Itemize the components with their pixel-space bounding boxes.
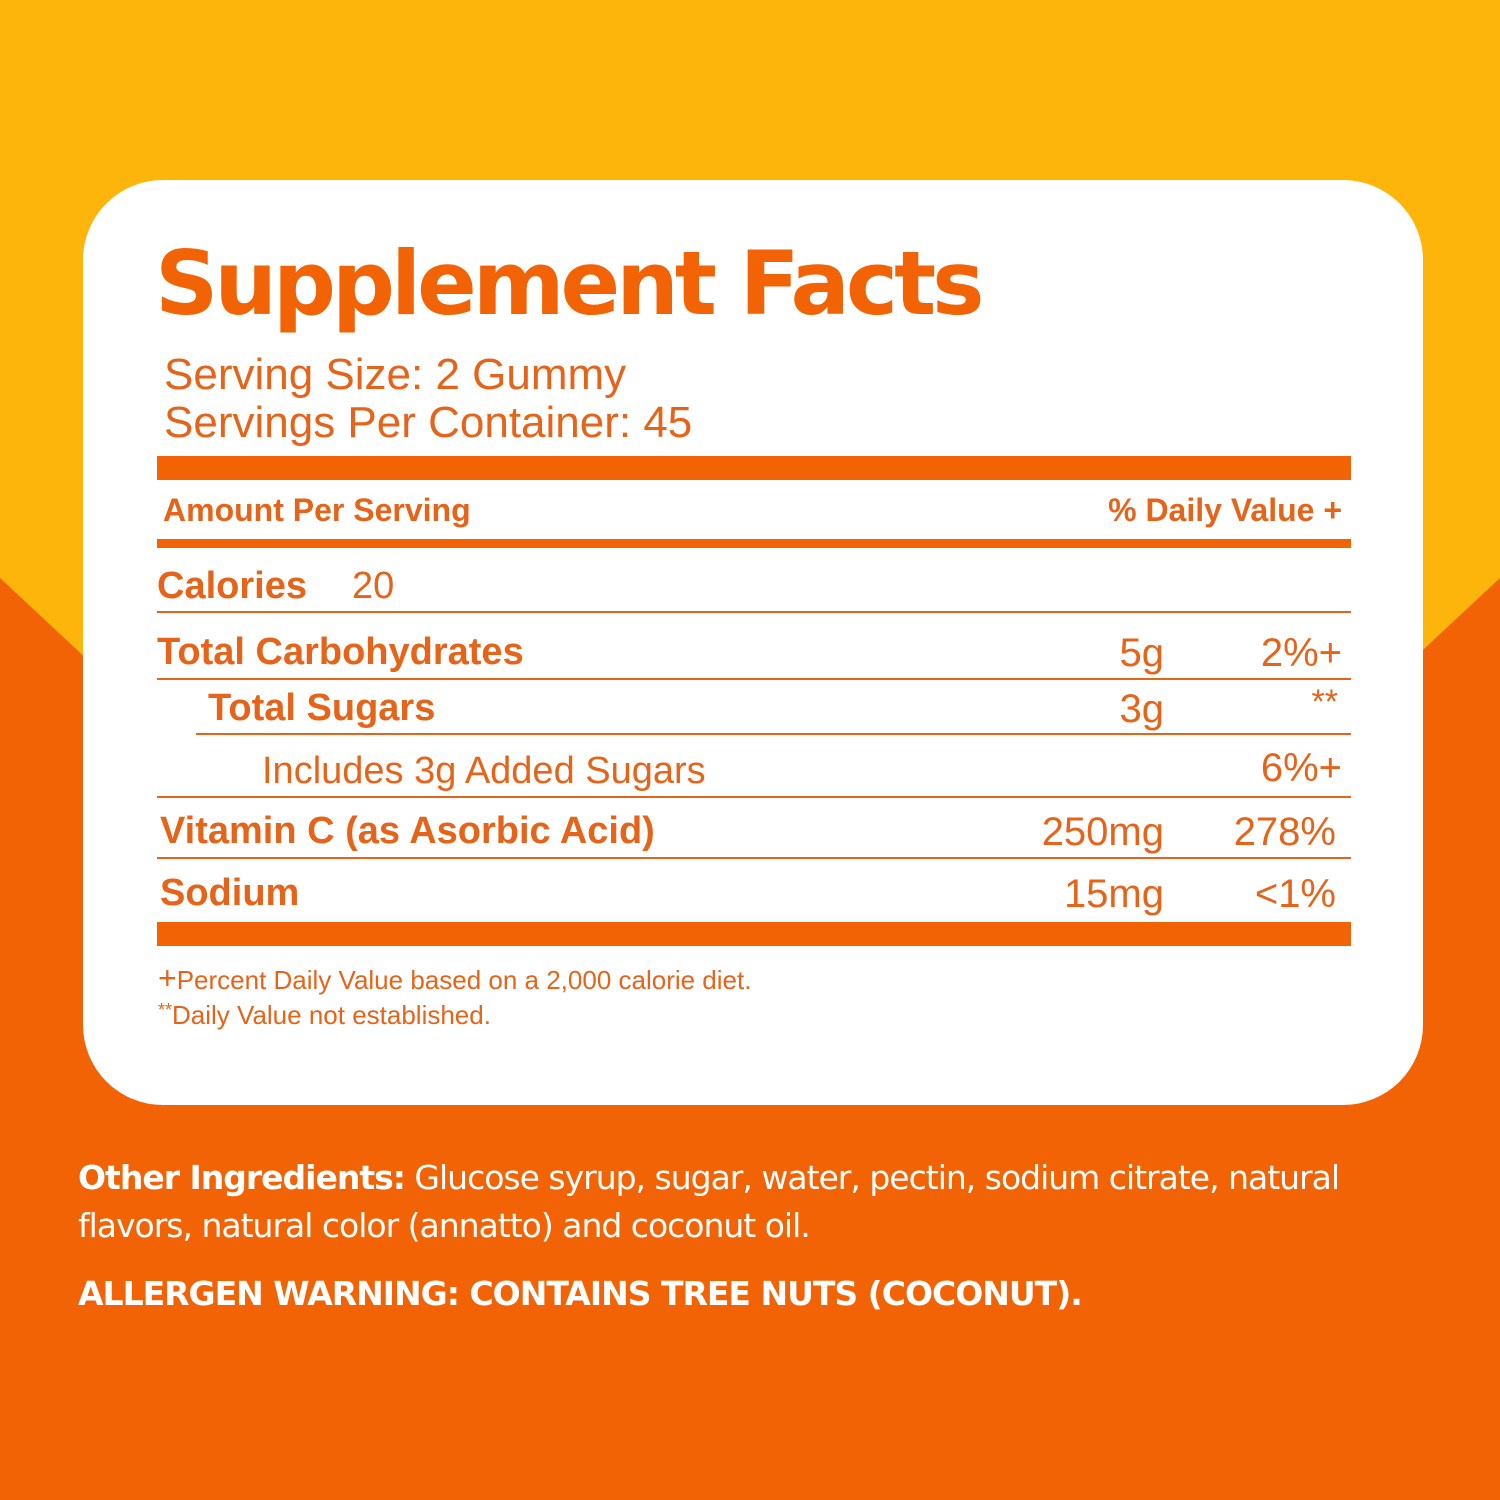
- nutrient-name: Total Sugars: [208, 687, 436, 729]
- footnote-daily-value: +Percent Daily Value based on a 2,000 ca…: [158, 960, 751, 997]
- calories-value: 20: [352, 565, 395, 607]
- divider: [157, 678, 1351, 680]
- nutrient-dv: 278%: [1233, 810, 1336, 854]
- divider: [157, 796, 1351, 798]
- nutrient-amount: 5g: [1119, 631, 1165, 675]
- nutrient-name: Total Carbohydrates: [157, 631, 524, 673]
- other-ingredients: Other Ingredients: Glucose syrup, sugar,…: [78, 1158, 1340, 1197]
- nutrient-dv: <1%: [1254, 872, 1336, 916]
- allergen-warning: ALLERGEN WARNING: CONTAINS TREE NUTS (CO…: [78, 1274, 1083, 1313]
- footnote-not-established: **Daily Value not established.: [158, 1000, 491, 1031]
- nutrient-name: Includes 3g Added Sugars: [262, 750, 706, 792]
- plus-mark: +: [158, 960, 177, 996]
- footnote-text: Daily Value not established.: [172, 1000, 491, 1030]
- label-title: Supplement Facts: [155, 232, 985, 335]
- footnote-text: Percent Daily Value based on a 2,000 cal…: [176, 965, 752, 995]
- header-amount: Amount Per Serving: [163, 492, 471, 528]
- ingredients-text: Glucose syrup, sugar, water, pectin, sod…: [404, 1158, 1340, 1197]
- divider-thick: [157, 456, 1351, 480]
- asterisk-mark: **: [158, 1000, 173, 1020]
- nutrient-dv: 6%+: [1260, 746, 1342, 790]
- divider: [157, 611, 1351, 613]
- serving-size: Serving Size: 2 Gummy: [164, 350, 627, 399]
- divider-medium: [157, 539, 1351, 548]
- nutrient-name: Vitamin C (as Asorbic Acid): [160, 810, 655, 852]
- divider: [157, 857, 1351, 859]
- supplement-facts-card: [83, 180, 1423, 1105]
- nutrient-dv: 2%+: [1260, 631, 1342, 675]
- ingredients-label: Other Ingredients:: [78, 1158, 406, 1197]
- header-daily-value: % Daily Value +: [1108, 492, 1342, 528]
- divider-thick: [157, 922, 1351, 946]
- nutrient-name: Sodium: [160, 872, 300, 914]
- nutrient-amount: 250mg: [1041, 810, 1164, 854]
- calories-label: Calories: [157, 565, 307, 607]
- divider: [196, 733, 1351, 735]
- servings-per-container: Servings Per Container: 45: [164, 398, 693, 447]
- nutrient-amount: 3g: [1119, 687, 1165, 731]
- ingredients-text-line2: flavors, natural color (annatto) and coc…: [78, 1206, 811, 1245]
- nutrient-dv: **: [1311, 683, 1338, 721]
- nutrient-amount: 15mg: [1063, 872, 1164, 916]
